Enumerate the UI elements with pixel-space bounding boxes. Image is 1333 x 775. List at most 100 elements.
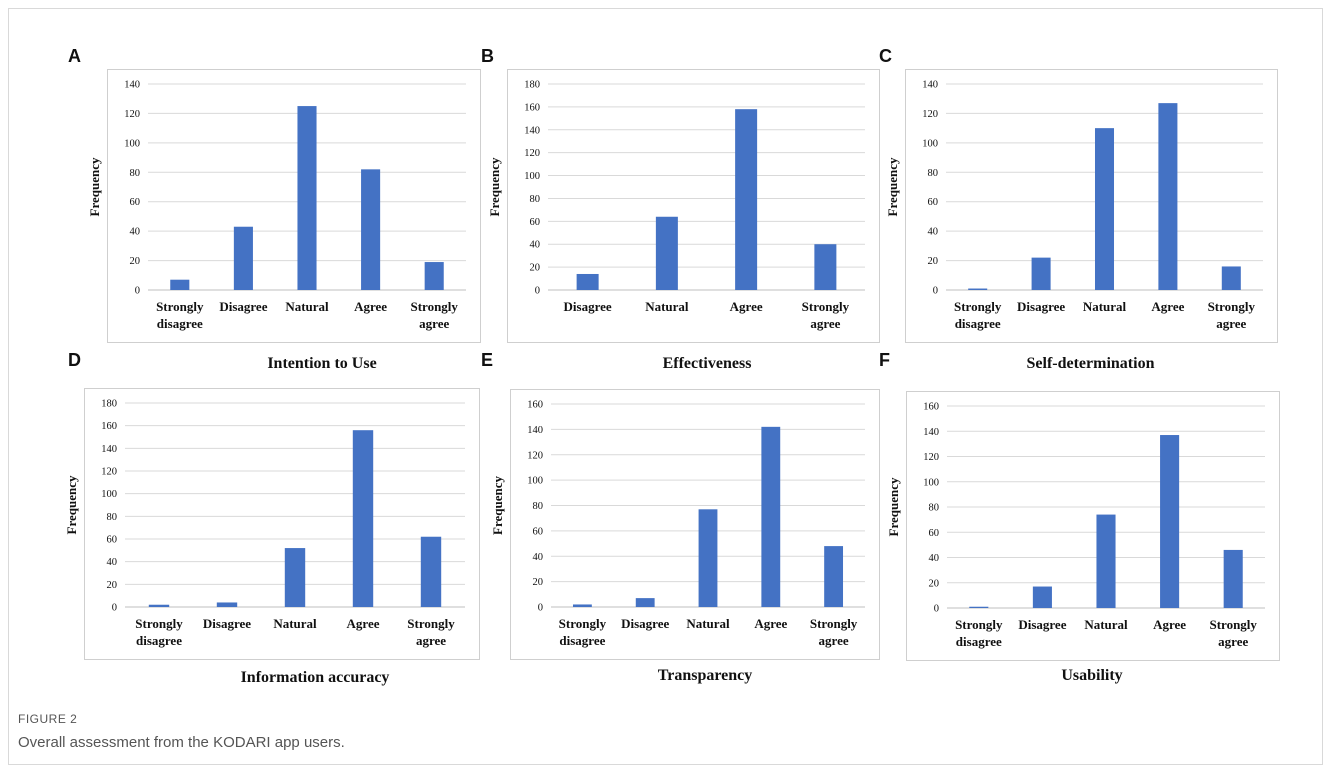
bar (968, 288, 988, 290)
x-category-label: Strongly (954, 299, 1002, 314)
chart-svg: Frequency 0 20 40 60 80 100 120 140 160 180 Strongl… (64, 399, 465, 648)
y-tick-label: 0 (135, 286, 140, 297)
x-category-label: Natural (285, 299, 329, 314)
x-category-label: Strongly (135, 616, 183, 631)
y-tick-label: 60 (929, 528, 940, 539)
chart-title: Intention to Use (267, 355, 377, 372)
bar (576, 273, 599, 290)
x-category-label: Strongly (559, 616, 607, 631)
y-tick-label: 160 (923, 402, 939, 413)
bar (233, 226, 253, 290)
x-category-label: agree (416, 633, 446, 648)
x-category-label: Natural (273, 616, 317, 631)
x-category-label: disagree (955, 316, 1001, 331)
bar (1096, 514, 1116, 608)
bar (1158, 103, 1178, 290)
x-category-label: Strongly (407, 616, 455, 631)
x-category-label: agree (419, 316, 449, 331)
x-category-label: Strongly (955, 617, 1003, 632)
y-tick-label: 120 (101, 467, 117, 478)
x-category-label: disagree (157, 316, 203, 331)
bar (424, 262, 444, 290)
bar (1160, 435, 1180, 608)
y-tick-label: 20 (533, 577, 544, 588)
x-category-label: Agree (354, 299, 387, 314)
x-category-label: agree (1216, 316, 1246, 331)
x-category-label: Disagree (203, 616, 251, 631)
y-tick-label: 140 (527, 425, 543, 436)
x-category-label: agree (819, 633, 849, 648)
bar (735, 109, 758, 290)
x-category-label: Natural (1083, 299, 1127, 314)
y-tick-label: 80 (530, 194, 541, 205)
y-tick-label: 60 (928, 197, 939, 208)
y-tick-label: 100 (527, 476, 543, 487)
x-category-label: disagree (136, 633, 182, 648)
x-category-label: disagree (956, 634, 1002, 649)
y-tick-label: 140 (524, 125, 540, 136)
panel-letter: C (879, 46, 892, 66)
y-axis-label: Frequency (885, 157, 900, 216)
figure-caption: Overall assessment from the KODARI app u… (18, 734, 345, 751)
y-axis-label: Frequency (64, 475, 79, 534)
y-tick-label: 140 (124, 80, 140, 91)
y-axis-label: Frequency (490, 476, 505, 535)
y-tick-label: 120 (527, 450, 543, 461)
x-category-label: disagree (559, 633, 605, 648)
bar (635, 598, 655, 607)
x-category-label: Strongly (1209, 617, 1257, 632)
bar (824, 546, 844, 607)
y-tick-label: 80 (928, 168, 939, 179)
y-tick-label: 180 (524, 80, 540, 91)
chart-title: Information accuracy (240, 669, 390, 686)
bar (572, 604, 592, 607)
bar (698, 509, 718, 607)
y-tick-label: 100 (524, 171, 540, 182)
bar (170, 279, 190, 290)
y-tick-label: 40 (530, 240, 541, 251)
y-tick-label: 120 (124, 109, 140, 120)
y-tick-label: 100 (923, 477, 939, 488)
y-tick-label: 80 (130, 168, 141, 179)
chart-svg: Frequency 0 20 40 60 80 100 120 140 Strongly disag… (885, 80, 1263, 331)
panel-letter: A (68, 46, 81, 66)
y-tick-label: 40 (928, 227, 939, 238)
panel-letter: F (879, 350, 890, 370)
y-axis-label: Frequency (886, 477, 901, 536)
y-tick-label: 20 (107, 580, 118, 591)
y-tick-label: 140 (923, 427, 939, 438)
x-category-label: Agree (1151, 299, 1184, 314)
bar (655, 216, 678, 290)
y-tick-label: 60 (533, 526, 544, 537)
x-category-label: Agree (730, 299, 763, 314)
chart-e: Frequency 0 20 40 60 80 100 120 140 160 Strongly di… (490, 389, 880, 660)
y-tick-label: 80 (533, 501, 544, 512)
x-category-label: Strongly (802, 299, 850, 314)
x-category-label: Natural (1084, 617, 1128, 632)
chart-title: Self-determination (1026, 355, 1155, 372)
bar (761, 426, 781, 607)
x-category-label: Strongly (1208, 299, 1256, 314)
x-category-label: Strongly (156, 299, 204, 314)
chart-title: Effectiveness (662, 355, 752, 372)
y-tick-label: 20 (530, 263, 541, 274)
x-category-label: Strongly (810, 616, 858, 631)
y-tick-label: 140 (101, 444, 117, 455)
y-tick-label: 100 (101, 489, 117, 500)
chart-svg: Frequency 0 20 40 60 80 100 120 140 160 180 Disagre… (487, 80, 865, 331)
y-tick-label: 100 (124, 138, 140, 149)
y-tick-label: 40 (130, 227, 141, 238)
x-category-label: Strongly (410, 299, 458, 314)
bar (361, 169, 381, 290)
x-category-label: Natural (686, 616, 730, 631)
y-tick-label: 0 (538, 603, 543, 614)
x-category-label: Agree (1153, 617, 1186, 632)
x-category-label: Disagree (1018, 617, 1066, 632)
x-category-label: Disagree (564, 299, 612, 314)
y-tick-label: 20 (929, 578, 940, 589)
bar (1032, 586, 1052, 608)
y-tick-label: 180 (101, 399, 117, 410)
y-tick-label: 20 (928, 256, 939, 267)
y-tick-label: 120 (923, 452, 939, 463)
bar (297, 106, 317, 290)
